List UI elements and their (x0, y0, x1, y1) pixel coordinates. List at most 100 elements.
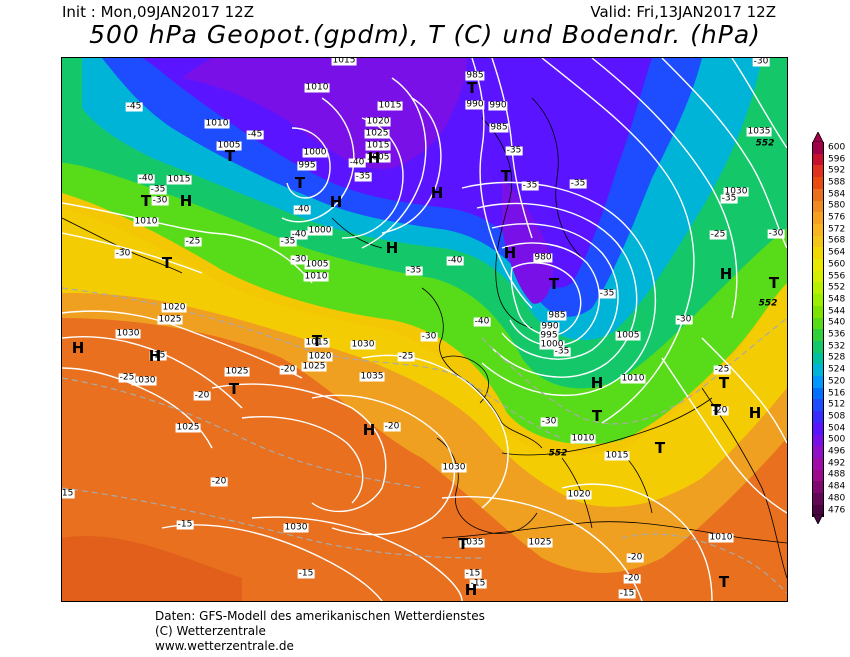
scale-label: 532 (828, 341, 846, 352)
scale-label: 524 (828, 364, 846, 375)
scale-label: 548 (828, 294, 846, 305)
isobar-label: 1035 (459, 537, 485, 548)
temp-label: -35 (405, 265, 423, 276)
temp-label: -45 (125, 101, 143, 112)
scale-label: 564 (828, 247, 846, 258)
scale-swatch (812, 235, 824, 248)
temp-label: -20 (210, 476, 228, 487)
scale-label: 480 (828, 493, 846, 504)
isobar-label: 1005 (216, 140, 242, 151)
temp-label: -20 (711, 405, 729, 416)
footer: Daten: GFS-Modell des amerikanischen Wet… (155, 609, 485, 654)
scale-label: 556 (828, 271, 846, 282)
scale-label: 552 (828, 282, 846, 293)
temp-label: -20 (193, 390, 211, 401)
isobar-label: 995 (297, 160, 317, 171)
scale-swatch (812, 259, 824, 271)
scale-label: 520 (828, 376, 846, 387)
isobar-label: 1010 (620, 373, 646, 384)
scale-swatch (812, 177, 824, 190)
temp-label: -30 (540, 416, 558, 427)
temp-label: -25 (397, 351, 415, 362)
isobar-label: 1015 (304, 337, 330, 348)
scale-swatch (812, 422, 824, 435)
scale-label: 596 (828, 154, 846, 165)
scale-swatch (812, 481, 824, 494)
isobar-label: 1025 (224, 366, 250, 377)
scale-label: 588 (828, 177, 846, 188)
scale-swatch (812, 247, 824, 260)
scale-label: 592 (828, 165, 846, 176)
height-label: 552 (758, 298, 778, 309)
footer-url[interactable]: www.wetterzentrale.de (155, 639, 294, 653)
scale-swatch (812, 364, 824, 377)
scale-label: 568 (828, 235, 846, 246)
scale-label: 584 (828, 189, 846, 200)
temp-label: -15 (618, 588, 636, 599)
isobar-label: 990 (540, 321, 560, 332)
isobar-label: 1005 (304, 259, 330, 270)
isobar-label: 1015 (604, 450, 630, 461)
high-pressure-symbol: H (329, 193, 343, 211)
isobar-label: 1030 (115, 328, 141, 339)
temp-label: -45 (246, 129, 264, 140)
low-pressure-symbol: T (161, 254, 173, 272)
temp-label: -20 (279, 364, 297, 375)
low-pressure-symbol: T (457, 535, 469, 553)
scale-swatch (812, 294, 824, 307)
isobar-label: 995 (539, 330, 559, 341)
scale-label: 508 (828, 411, 846, 422)
footer-copyright: (C) Wetterzentrale (155, 624, 266, 638)
isobar-label: 1010 (570, 433, 596, 444)
isobar-label: 1000 (307, 225, 333, 236)
scale-swatch (812, 493, 824, 505)
scale-swatch (812, 282, 824, 295)
scale-label: 580 (828, 200, 846, 211)
isobar-label: 1010 (708, 532, 734, 543)
low-pressure-symbol: T (718, 573, 730, 591)
high-pressure-symbol: H (362, 421, 376, 439)
isobar-label: 1025 (364, 128, 390, 139)
isobar-label: 985 (547, 310, 567, 321)
temp-label: -20 (626, 552, 644, 563)
scale-label: 528 (828, 352, 846, 363)
temp-label: -35 (279, 236, 297, 247)
scale-swatch (812, 329, 824, 342)
isobar-label: 990 (488, 100, 508, 111)
init-time: Init : Mon,09JAN2017 12Z (62, 3, 254, 21)
temp-label: -35 (521, 180, 539, 191)
isobar-label: 1025 (175, 422, 201, 433)
isobar-label: 1000 (302, 147, 328, 158)
scale-label: 500 (828, 434, 846, 445)
isobar-label: 1035 (746, 126, 772, 137)
weather-map: 1015 1010 1015 1010 1005 1020 1025 1015 … (61, 57, 788, 602)
isobar-label: 985 (489, 122, 509, 133)
isobar-label: 1005 (615, 330, 641, 341)
high-pressure-symbol: H (503, 244, 517, 262)
scale-swatch (812, 223, 824, 236)
low-pressure-symbol: T (718, 374, 730, 392)
high-pressure-symbol: H (367, 149, 381, 167)
temp-label: -15 (469, 578, 487, 589)
isobar-label: 1030 (441, 462, 467, 473)
scale-label: 540 (828, 317, 846, 328)
scale-swatch (812, 188, 824, 201)
map-title: 500 hPa Geopot.(gpdm), T (C) und Bodendr… (89, 20, 761, 49)
scale-swatch (812, 376, 824, 388)
temp-label: -30 (151, 195, 169, 206)
scale-swatch (812, 399, 824, 412)
isobar-label: 1035 (359, 371, 385, 382)
scale-label: 536 (828, 329, 846, 340)
isobar-label: 990 (465, 99, 485, 110)
temp-label: -40 (348, 157, 366, 168)
high-pressure-symbol: H (464, 581, 478, 599)
scale-swatch (812, 446, 824, 459)
scale-swatch (812, 469, 824, 482)
isobar-label: 1025 (301, 361, 327, 372)
temp-label: -25 (709, 229, 727, 240)
isobar-label: 1010 (204, 118, 230, 129)
temp-label: -35 (505, 145, 523, 156)
low-pressure-symbol: T (140, 192, 152, 210)
low-pressure-symbol: T (500, 167, 512, 185)
isobar-label: 1010 (304, 82, 330, 93)
